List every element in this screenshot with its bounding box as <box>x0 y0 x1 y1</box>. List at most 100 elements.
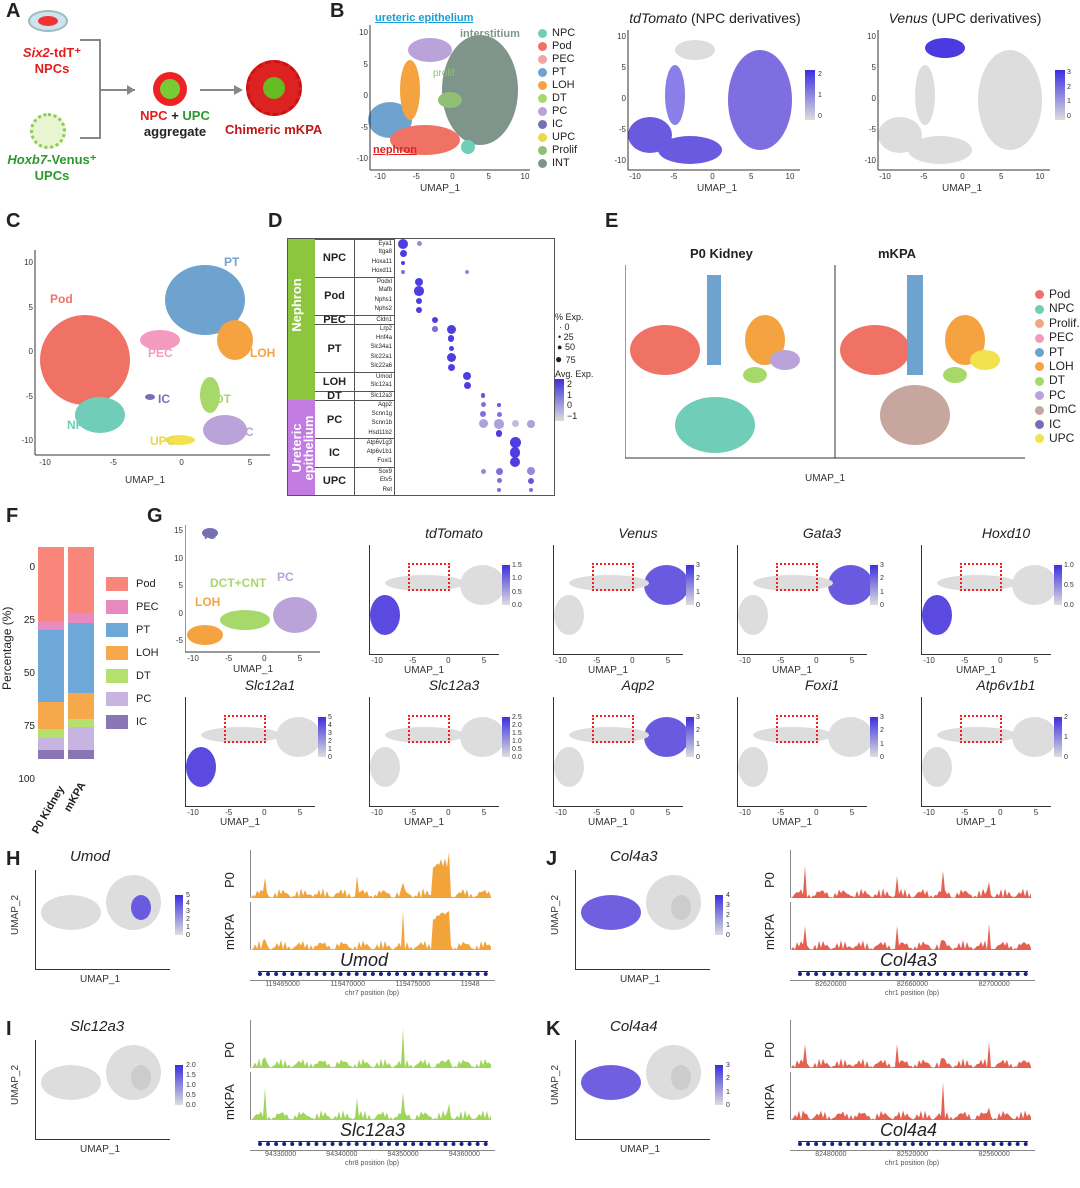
feature-umap <box>185 697 321 807</box>
expression-dot <box>416 241 422 247</box>
x-tick-label: 5 <box>481 656 487 665</box>
expression-dot <box>494 419 504 429</box>
feature-title: Aqp2 <box>621 677 655 693</box>
expression-dot <box>527 467 535 476</box>
x-axis-label: UMAP_1 <box>80 974 121 985</box>
colorbar <box>175 1065 183 1105</box>
track-row-label: P0 <box>222 1042 237 1058</box>
colorbar-tick-label: 3 <box>880 714 884 721</box>
feature-umap <box>369 697 505 807</box>
panel-label-d: D <box>268 210 283 232</box>
expression-dot <box>415 277 423 286</box>
x-axis-label: UMAP_1 <box>620 1144 661 1155</box>
colorbar-tick-label: 0.0 <box>1064 602 1074 609</box>
colorbar-tick-label: 0 <box>880 754 884 761</box>
feature-title: Atp6v1b1 <box>976 677 1036 693</box>
umap-tdtomato <box>627 30 800 171</box>
x-tick-label: 5 <box>1033 808 1039 817</box>
colorbar <box>175 895 183 935</box>
feature-title: Slc12a1 <box>244 677 296 693</box>
y-tick-label: -5 <box>175 636 183 645</box>
x-axis-label: UMAP_1 <box>233 664 274 675</box>
legend-item: IC <box>538 118 577 131</box>
colorbar <box>715 1065 723 1105</box>
colorbar-tick-label: 2 <box>1064 714 1068 721</box>
colorbar-tick-label: 3 <box>726 902 730 909</box>
group-label: Nephron <box>289 277 304 332</box>
y-tick-label: 0 <box>363 91 368 100</box>
umap-venus <box>877 30 1050 171</box>
colorbar-tick-label: 3 <box>696 714 700 721</box>
e-title-mkpa: mKPA <box>878 246 917 261</box>
legend-item: Prolif. <box>1035 316 1080 330</box>
x-tick-label: -10 <box>374 172 386 181</box>
colorbar-tick-label: 2 <box>726 1075 730 1083</box>
gene-label: Eya1 <box>355 239 395 249</box>
x-tick-label: 5 <box>486 172 491 181</box>
colorbar-tick-label: 2 <box>818 71 822 78</box>
x-tick-label: -10 <box>629 172 641 181</box>
f-yticks: 0 25 50 75 100 <box>18 562 35 785</box>
y-axis-label: UMAP_2 <box>550 1064 561 1105</box>
x-tick-label: 5 <box>665 808 671 817</box>
colorbar-tick-label: 0.0 <box>186 1102 196 1109</box>
upc-label: Hoxb7-Venus⁺ UPCs <box>7 152 97 183</box>
cluster-label-pod: Pod <box>50 292 73 306</box>
y-tick-label: -5 <box>618 125 626 134</box>
colorbar <box>715 895 723 935</box>
feature-umap <box>921 545 1057 655</box>
x-tick-label: -5 <box>777 656 785 665</box>
colorbar-tick-label: 1.0 <box>512 575 522 583</box>
expression-dot <box>432 326 438 332</box>
legend-item: Pod <box>1035 287 1080 301</box>
x-tick-label: 10 <box>785 172 795 181</box>
legend-item: PT <box>1035 345 1080 359</box>
y-tick-label: 0 <box>621 94 626 103</box>
arrows-diagram <box>80 39 243 139</box>
colorbar-tick-label: 4 <box>328 722 332 729</box>
cluster-label-pec: PEC <box>148 346 173 360</box>
bar-segment-pc <box>38 737 64 751</box>
panel-label-h: H <box>6 848 21 870</box>
bar-segment-ic <box>68 750 94 759</box>
cluster-label-ic: IC <box>158 392 170 406</box>
genomic-axis: 94330000 94340000 94350000 94360000 <box>250 1150 495 1158</box>
x-tick-label: 0 <box>998 808 1003 817</box>
expression-dot <box>446 353 456 363</box>
coverage-track <box>250 1072 491 1120</box>
expression-dot <box>401 260 405 265</box>
tdtomato-colorbar <box>805 70 815 120</box>
legend-item: LOH <box>1035 359 1080 373</box>
expression-dot <box>416 297 422 304</box>
feature-umap <box>575 1040 710 1140</box>
g-label-ic: IC <box>204 528 216 542</box>
colorbar-tick-label: 1 <box>696 588 700 596</box>
y-tick-label: -10 <box>614 156 626 165</box>
x-axis-label: UMAP_1 <box>697 183 738 194</box>
y-tick-label: -10 <box>356 154 368 163</box>
colorbar-tick-label: 1 <box>328 746 332 753</box>
legend-item: INT <box>538 157 577 170</box>
ureteric-epithelium-label: ureteric epithelium <box>375 12 474 24</box>
colorbar-tick-label: 2 <box>186 916 190 923</box>
expression-dot <box>463 372 471 381</box>
track-row-label: P0 <box>762 872 777 888</box>
colorbar-tick-label: 1 <box>880 740 884 748</box>
panel-label-k: K <box>546 1018 561 1040</box>
x-axis-label: UMAP_1 <box>125 475 166 486</box>
x-axis-label: UMAP_1 <box>404 817 445 828</box>
x-tick-label: -5 <box>920 172 928 181</box>
colorbar-tick-label: 0 <box>328 754 332 761</box>
legend-item: UPC <box>538 131 577 144</box>
colorbar-tick-label: 1 <box>1064 734 1068 741</box>
x-tick-label: 0 <box>179 458 184 467</box>
track-row-label: mKPA <box>762 1084 777 1120</box>
expression-dot <box>446 324 456 334</box>
y-tick-label: -5 <box>868 125 876 134</box>
colorbar-tick-label: 0.5 <box>186 1092 196 1099</box>
cluster-label-loh: LOH <box>250 346 276 360</box>
genomic-axis: 119465000 119470000 119475000 11948 <box>250 980 495 988</box>
umap-title: Umod <box>70 848 111 865</box>
expression-dot <box>480 393 486 398</box>
colorbar-tick-label: 1 <box>726 922 730 929</box>
